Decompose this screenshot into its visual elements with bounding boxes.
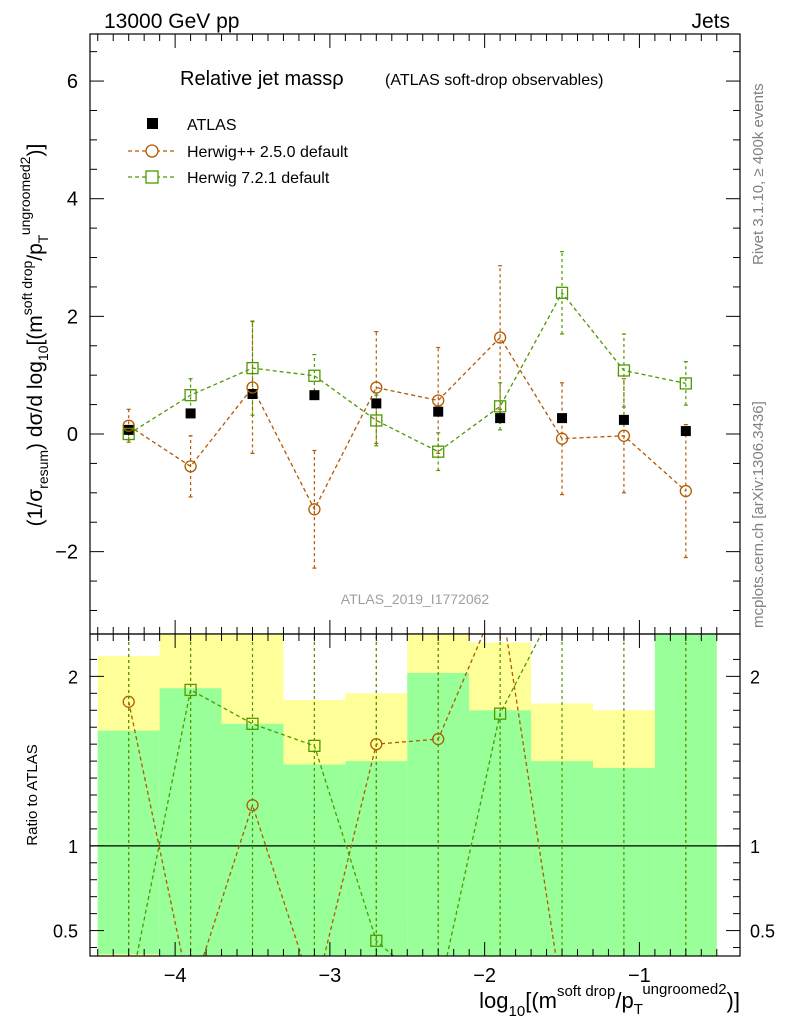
data-point-herwig7-9 bbox=[679, 377, 692, 390]
data-point-herwig7-7 bbox=[555, 286, 569, 299]
ratio-y-axis-label: Ratio to ATLAS bbox=[24, 744, 41, 845]
data-point-atlas-2 bbox=[247, 389, 258, 399]
data-point-herwigpp-6 bbox=[493, 331, 507, 344]
ratio-band-1sigma-2 bbox=[221, 723, 284, 956]
legend-marker-atlas bbox=[147, 118, 158, 129]
ratio-point-herwig7-4 bbox=[370, 934, 383, 947]
header-energy-label: 13000 GeV pp bbox=[104, 10, 239, 33]
main-data-layer bbox=[122, 251, 692, 569]
data-point-herwigpp-8 bbox=[617, 429, 631, 442]
legend-marker-herwigpp bbox=[145, 144, 159, 158]
ratio-plot-frame: 0.5 0.5 1 1 2 2 −4 −3 −2 −1 bbox=[53, 633, 775, 987]
chart-subtitle: (ATLAS soft-drop observables) bbox=[385, 72, 603, 89]
x-axis-label: log10[(msoft drop/pTungroomed2)] bbox=[479, 981, 740, 1020]
series-line-herwigpp bbox=[128, 336, 687, 511]
data-point-atlas-9 bbox=[680, 426, 691, 437]
legend-label-atlas: ATLAS bbox=[187, 117, 237, 134]
data-point-atlas-1 bbox=[185, 408, 196, 419]
ratio-band-1sigma-1 bbox=[159, 688, 222, 956]
data-point-atlas-3 bbox=[309, 390, 320, 401]
svg-text:log10[(msoft drop/pTungroomed2: log10[(msoft drop/pTungroomed2)] bbox=[479, 981, 740, 1020]
data-point-herwig7-4 bbox=[370, 414, 383, 427]
ratio-y-tick-label-right-2: 2 bbox=[750, 667, 760, 687]
legend: ATLAS Herwig++ 2.5.0 default Herwig 7.2.… bbox=[128, 117, 349, 187]
data-point-herwig7-6 bbox=[493, 400, 507, 413]
legend-marker-herwig7 bbox=[145, 170, 159, 184]
data-point-atlas-4 bbox=[371, 398, 382, 409]
data-point-herwig7-8 bbox=[617, 364, 631, 377]
y-tick-label-3: 4 bbox=[67, 189, 78, 211]
ratio-y-tick-label-left-1: 1 bbox=[68, 837, 78, 857]
y-tick-label-1: 0 bbox=[67, 424, 78, 446]
data-point-atlas-5 bbox=[433, 406, 444, 417]
data-point-herwigpp-4 bbox=[370, 381, 383, 394]
data-point-atlas-7 bbox=[557, 413, 568, 424]
data-point-herwigpp-3 bbox=[308, 503, 321, 516]
data-point-atlas-0 bbox=[123, 424, 134, 435]
ratio-point-herwig7-3 bbox=[308, 739, 321, 753]
ratio-band-1sigma-4 bbox=[345, 761, 408, 956]
data-point-herwigpp-7 bbox=[555, 432, 569, 445]
ratio-point-herwig7-2 bbox=[246, 717, 259, 730]
ratio-data-layer bbox=[90, 634, 740, 956]
main-y-axis-label: (1/σresum) dσ/d log10[(msoft drop/pTungr… bbox=[17, 144, 51, 527]
data-point-herwigpp-9 bbox=[679, 484, 692, 498]
ratio-y-tick-label-left-2: 2 bbox=[68, 667, 78, 687]
chart-title: Relative jet massρ bbox=[180, 68, 344, 90]
ratio-point-herwig7-6 bbox=[493, 707, 507, 720]
ratio-plot-panel: 0.5 0.5 1 1 2 2 −4 −3 −2 −1 bbox=[53, 633, 775, 987]
ratio-band-1sigma-7 bbox=[531, 761, 593, 956]
ratio-point-herwig7-1 bbox=[184, 683, 197, 697]
legend-label-herwig7: Herwig 7.2.1 default bbox=[187, 170, 330, 187]
data-point-herwigpp-0 bbox=[122, 419, 135, 432]
rivet-version-label: Rivet 3.1.10, ≥ 400k events bbox=[750, 83, 767, 265]
data-point-herwig7-5 bbox=[432, 445, 445, 458]
header-process-label: Jets bbox=[691, 10, 730, 33]
analysis-id-label: ATLAS_2019_I1772062 bbox=[341, 591, 490, 607]
x-tick-label-0: −4 bbox=[164, 965, 187, 987]
ratio-y-tick-label-left-0: 0.5 bbox=[53, 922, 78, 942]
data-point-atlas-6 bbox=[495, 413, 506, 424]
data-point-herwigpp-1 bbox=[184, 460, 197, 473]
x-tick-label-2: −2 bbox=[473, 965, 496, 987]
svg-text:(1/σresum) dσ/d log10[(msoft d: (1/σresum) dσ/d log10[(msoft drop/pTungr… bbox=[17, 144, 51, 527]
data-point-herwig7-2 bbox=[246, 361, 259, 375]
ratio-y-tick-label-right-0: 0.5 bbox=[750, 922, 775, 942]
mcplots-label: mcplots.cern.ch [arXiv:1306.3436] bbox=[750, 401, 767, 628]
y-tick-label-2: 2 bbox=[67, 306, 78, 328]
y-tick-label-0: −2 bbox=[55, 542, 78, 564]
series-line-herwig7 bbox=[128, 291, 686, 453]
data-point-herwigpp-5 bbox=[432, 394, 445, 407]
data-point-herwig7-1 bbox=[184, 389, 197, 402]
x-tick-label-1: −3 bbox=[318, 965, 341, 987]
data-point-herwig7-0 bbox=[122, 427, 135, 441]
x-tick-label-3: −1 bbox=[628, 965, 651, 987]
ratio-y-tick-label-right-1: 1 bbox=[750, 837, 760, 857]
data-point-herwigpp-2 bbox=[246, 381, 259, 394]
data-point-atlas-8 bbox=[618, 414, 629, 425]
legend-label-herwigpp: Herwig++ 2.5.0 default bbox=[187, 144, 349, 161]
ratio-line-herwigpp bbox=[128, 634, 557, 956]
y-tick-label-4: 6 bbox=[67, 71, 78, 93]
data-point-herwig7-3 bbox=[308, 369, 321, 382]
